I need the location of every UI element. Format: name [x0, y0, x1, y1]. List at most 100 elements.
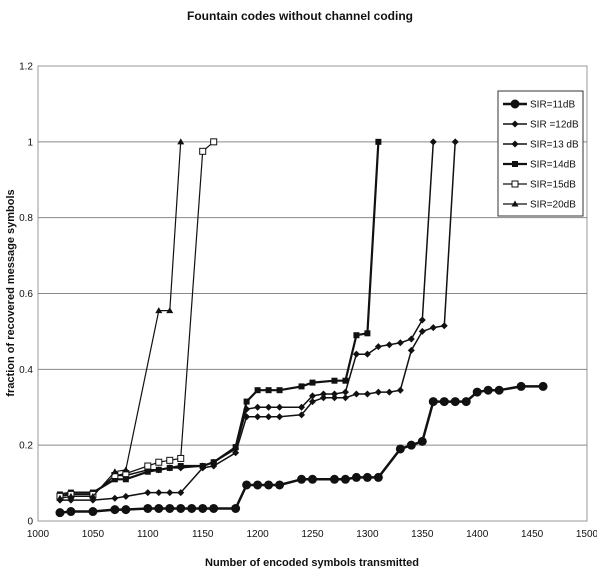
legend-label: SIR=15dB: [530, 180, 576, 191]
y-tick-label: 0.4: [19, 365, 33, 376]
data-point: [253, 480, 263, 490]
data-point: [67, 492, 75, 499]
data-point: [66, 507, 76, 517]
data-point: [55, 508, 65, 518]
data-point: [144, 468, 151, 475]
data-point: [309, 398, 316, 406]
x-tick-label: 1350: [411, 529, 434, 540]
grid-lines: [38, 141, 587, 446]
x-tick-label: 1300: [356, 529, 379, 540]
legend-marker: [511, 180, 519, 188]
data-point: [276, 403, 284, 411]
legend-item: SIR =12dB: [503, 120, 579, 131]
data-point: [166, 489, 174, 497]
data-point: [265, 387, 272, 394]
data-point: [374, 343, 382, 351]
y-tick-label: 0.8: [19, 213, 33, 224]
legend: SIR=11dB SIR =12dB SIR=13 dB SIR=14dB SIR=15…: [497, 90, 584, 217]
data-point: [341, 394, 349, 402]
chart-title: Fountain codes without channel coding: [187, 9, 413, 23]
data-point: [363, 390, 371, 398]
x-tick-label: 1150: [192, 529, 214, 540]
legend-marker: [511, 200, 519, 207]
y-tick-label: 0.6: [19, 289, 33, 300]
data-point: [155, 307, 163, 314]
data-point: [319, 394, 327, 402]
data-point: [166, 307, 174, 314]
data-point: [121, 505, 131, 515]
x-axis-label: Number of encoded symbols transmitted: [205, 557, 419, 569]
data-point: [342, 377, 349, 384]
x-tick-label: 1500: [576, 529, 597, 540]
series-6: [56, 138, 185, 501]
data-point: [265, 403, 273, 411]
data-point: [374, 388, 382, 396]
data-point: [308, 474, 317, 484]
data-point: [276, 413, 284, 421]
data-point: [155, 489, 163, 497]
x-tick-label: 1100: [137, 529, 159, 540]
data-point: [297, 474, 307, 484]
data-point: [111, 494, 119, 502]
data-point: [385, 341, 393, 349]
data-point: [155, 466, 162, 473]
data-point: [418, 316, 426, 324]
x-tick-label: 1400: [466, 529, 489, 540]
data-point: [363, 350, 371, 358]
data-point: [265, 413, 273, 421]
data-point: [319, 390, 327, 398]
data-point: [483, 385, 493, 395]
data-point: [428, 397, 438, 407]
legend-label: SIR =12dB: [530, 120, 579, 131]
data-point: [176, 503, 186, 513]
legend-item: SIR=20dB: [503, 200, 576, 211]
data-point: [88, 507, 98, 517]
data-point: [362, 472, 372, 482]
data-point: [329, 474, 339, 484]
data-point: [298, 411, 306, 419]
legend-items: SIR=11dB SIR =12dB SIR=13 dB SIR=14dB SIR=15…: [503, 99, 579, 211]
data-point: [450, 397, 460, 407]
series-layer: [55, 138, 548, 518]
legend-item: SIR=11dB: [503, 99, 575, 111]
data-point: [111, 476, 118, 483]
data-point: [144, 462, 152, 470]
data-point: [177, 463, 184, 470]
data-point: [418, 327, 426, 335]
series-1: [55, 381, 548, 518]
data-point: [330, 390, 338, 398]
data-point: [472, 387, 482, 397]
data-point: [395, 444, 405, 454]
data-point: [254, 403, 262, 411]
data-point: [309, 379, 316, 386]
data-point: [340, 474, 350, 484]
data-point: [210, 459, 217, 466]
legend-marker: [510, 99, 520, 109]
data-point: [232, 444, 239, 451]
data-point: [165, 503, 175, 513]
legend-item: SIR=15dB: [503, 180, 576, 191]
data-point: [396, 339, 404, 347]
data-point: [231, 503, 241, 513]
data-point: [538, 381, 548, 391]
data-point: [232, 449, 240, 457]
x-tick-labels: 1000 1050 1100 1150 1200 1250 1300 1350 1400 1450…: [27, 529, 597, 540]
data-point: [166, 456, 174, 464]
data-point: [352, 350, 360, 358]
data-point: [331, 377, 338, 384]
data-point: [494, 385, 504, 395]
legend-label: SIR=20dB: [530, 200, 576, 211]
data-point: [177, 138, 185, 145]
data-point: [407, 335, 415, 343]
data-point: [330, 394, 338, 402]
data-point: [264, 480, 274, 490]
data-point: [199, 463, 206, 470]
data-point: [122, 466, 130, 473]
legend-marker: [511, 120, 519, 128]
x-tick-label: 1450: [521, 529, 544, 540]
data-point: [309, 392, 316, 400]
data-point: [429, 324, 437, 332]
data-point: [276, 387, 283, 394]
data-point: [396, 386, 404, 394]
y-tick-label: 1: [27, 137, 33, 148]
